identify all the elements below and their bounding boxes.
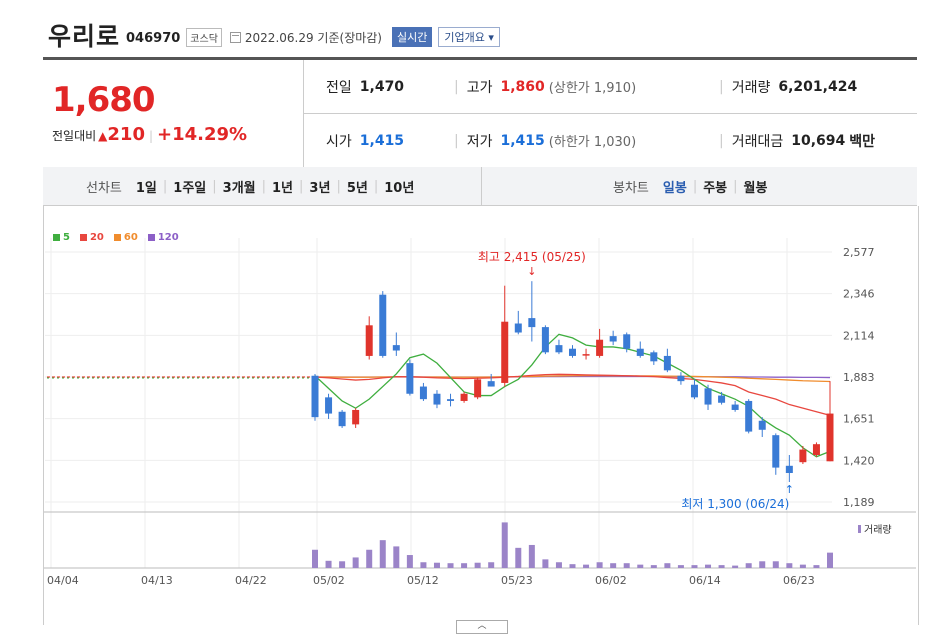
- company-overview-button[interactable]: 기업개요 ▾: [438, 27, 500, 47]
- stock-name: 우리로: [48, 22, 121, 51]
- change-label: 전일대비: [52, 129, 97, 143]
- base-date: 2022.06.29 기준(장마감): [244, 30, 382, 45]
- legend-swatch: [147, 234, 155, 241]
- separator: |: [299, 178, 304, 194]
- candle-weekly[interactable]: 주봉: [703, 180, 728, 196]
- stat-label: 전일: [326, 79, 352, 96]
- period-1w[interactable]: 1주일: [173, 180, 207, 196]
- stat-high: | 고가 1,860 (상한가 1,910): [454, 60, 636, 113]
- line-chart-label: 선차트: [86, 180, 122, 196]
- chart-toolbar: 선차트 1일 | 1주일 | 3개월 | 1년 | 3년 | 5년 | 10년 봉차트 일봉…: [43, 167, 917, 206]
- legend-label: 20: [89, 232, 104, 243]
- stat-label: 저가: [466, 133, 493, 150]
- separator: |: [719, 78, 724, 95]
- stat-value: 10,694: [791, 132, 846, 149]
- stat-volume: | 거래량 6,201,424: [719, 60, 857, 113]
- separator: |: [733, 178, 738, 194]
- stat-label: 거래량: [731, 79, 771, 96]
- period-1d[interactable]: 1일: [135, 180, 157, 196]
- amount-unit: 백만: [849, 133, 876, 150]
- stat-row-1: 전일 1,470 | 고가 1,860 (상한가 1,910) | 거래량 6,201,42…: [304, 60, 917, 114]
- collapse-chart-button[interactable]: ︿: [456, 620, 508, 634]
- stock-header: 우리로 046970 코스닥 2022.06.29 기준(장마감) 실시간 기업…: [48, 18, 500, 52]
- stat-low: | 저가 1,415 (하한가 1,030): [454, 114, 636, 167]
- separator: |: [454, 78, 459, 95]
- separator: |: [692, 178, 698, 194]
- chart-legend: 5 20 60 120: [53, 232, 179, 243]
- stock-code: 046970: [126, 30, 181, 46]
- realtime-button[interactable]: 실시간: [392, 27, 433, 47]
- change-percent: +14.29%: [157, 124, 248, 145]
- separator: |: [261, 178, 267, 194]
- stat-open: 시가 1,415: [326, 114, 404, 167]
- upper-limit: (상한가 1,910): [548, 81, 637, 96]
- candle-chart-types: 봉차트 일봉 | 주봉 | 월봉: [613, 167, 767, 205]
- separator: |: [336, 178, 341, 194]
- period-3m[interactable]: 3개월: [222, 180, 256, 196]
- stat-value: 1,860: [500, 78, 545, 95]
- legend-label: 60: [123, 232, 138, 243]
- separator: |: [719, 132, 724, 149]
- current-price: 1,680: [52, 80, 156, 120]
- chart-area: [43, 206, 919, 625]
- stat-label: 고가: [466, 79, 493, 96]
- line-chart-periods: 선차트 1일 | 1주일 | 3개월 | 1년 | 3년 | 5년 | 10년: [86, 167, 414, 205]
- market-badge: 코스닥: [186, 27, 222, 47]
- candle-chart-label: 봉차트: [613, 180, 649, 196]
- lower-limit: (하한가 1,030): [548, 135, 637, 150]
- calendar-icon: [229, 31, 241, 43]
- legend-label: 5: [63, 232, 70, 243]
- stat-value: 6,201,424: [778, 78, 858, 95]
- stat-value: 1,470: [359, 78, 405, 95]
- legend-swatch: [53, 234, 60, 241]
- legend-ma60: 60: [113, 232, 138, 243]
- separator: |: [162, 178, 168, 194]
- separator: |: [373, 178, 379, 194]
- candle-daily[interactable]: 일봉: [662, 180, 687, 196]
- change-amount: 210: [107, 124, 145, 145]
- period-5y[interactable]: 5년: [346, 180, 368, 196]
- divider: [43, 57, 917, 60]
- quote-panel: 1,680 전일대비 ▲210 | +14.29% 전일 1,470 | 고가 1,860(…: [43, 60, 917, 168]
- divider: [481, 167, 482, 205]
- legend-label: 120: [157, 232, 179, 243]
- separator: |: [148, 129, 154, 143]
- candle-monthly[interactable]: 월봉: [743, 180, 768, 196]
- up-arrow-icon: ▲: [98, 129, 108, 143]
- stat-prev: 전일 1,470: [326, 60, 404, 113]
- period-3y[interactable]: 3년: [309, 180, 331, 196]
- legend-ma120: 120: [147, 232, 179, 243]
- separator: |: [454, 132, 459, 149]
- legend-ma5: 5: [53, 232, 70, 243]
- period-1y[interactable]: 1년: [272, 180, 294, 196]
- period-10y[interactable]: 10년: [384, 180, 415, 196]
- stat-label: 시가: [326, 133, 352, 150]
- legend-ma20: 20: [79, 232, 104, 243]
- stat-amount: | 거래대금 10,694 백만: [719, 114, 875, 167]
- stat-label: 거래대금: [731, 133, 784, 150]
- price-change: 전일대비 ▲210 | +14.29%: [52, 124, 247, 145]
- stat-value: 1,415: [500, 132, 545, 149]
- separator: |: [212, 178, 217, 194]
- legend-swatch: [113, 234, 121, 241]
- price-block: 1,680 전일대비 ▲210 | +14.29%: [43, 60, 304, 167]
- stat-value: 1,415: [359, 132, 405, 149]
- stat-row-2: 시가 1,415 | 저가 1,415 (하한가 1,030) | 거래대금 10,694 백…: [304, 114, 917, 167]
- legend-swatch: [79, 234, 87, 241]
